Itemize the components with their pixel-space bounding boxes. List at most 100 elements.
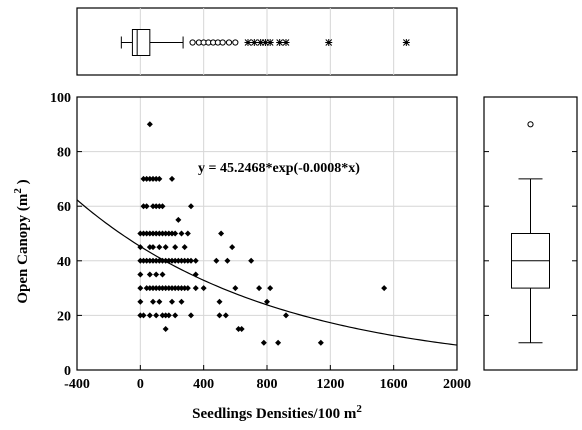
- y-tick-label: 60: [57, 200, 71, 215]
- scatter-point: [181, 257, 188, 264]
- outlier-marker: [189, 39, 196, 46]
- y-tick-label: 20: [57, 309, 71, 324]
- y-tick-label: 100: [50, 91, 71, 106]
- scatter-point: [165, 285, 172, 292]
- scatter-point: [172, 285, 179, 292]
- scatter-point: [143, 285, 150, 292]
- extreme-marker: [257, 39, 265, 46]
- scatter-point: [150, 175, 156, 182]
- extreme-marker: [325, 39, 333, 46]
- scatter-point: [181, 244, 188, 251]
- scatter-point: [264, 298, 270, 305]
- scatter-point: [275, 339, 282, 346]
- extreme-marker: [266, 39, 274, 46]
- scatter-point: [169, 298, 175, 305]
- scatter-point: [256, 285, 263, 292]
- scatter-point: [153, 312, 160, 319]
- outlier-marker: [527, 121, 534, 128]
- right-boxplot-panel: [483, 96, 578, 371]
- scatter-point: [165, 312, 172, 319]
- scatter-point: [156, 203, 163, 210]
- scatter-point: [150, 244, 156, 251]
- scatter-point: [146, 121, 153, 128]
- extreme-marker: [250, 39, 258, 46]
- scatter-point: [143, 175, 150, 182]
- scatter-point: [140, 203, 147, 210]
- scatter-point: [172, 257, 179, 264]
- scatter-point: [140, 312, 147, 319]
- scatter-point: [213, 257, 220, 264]
- scatter-point: [159, 285, 166, 292]
- scatter-point: [192, 257, 199, 264]
- scatter-point: [200, 285, 207, 292]
- extreme-marker: [402, 39, 410, 46]
- scatter-point: [146, 271, 153, 278]
- scatter-point: [156, 230, 163, 237]
- scatter-point: [165, 230, 172, 237]
- scatter-point: [175, 285, 182, 292]
- scatter-point: [143, 257, 150, 264]
- scatter-point: [216, 312, 223, 319]
- scatter-point: [172, 230, 179, 237]
- scatter-point: [150, 203, 156, 210]
- scatter-plot-panel: -400 0 400 800 1200 1600 2000020406080100Seedl…: [12, 91, 471, 422]
- scatter-point: [162, 326, 169, 333]
- scatter-point: [146, 230, 153, 237]
- scatter-point: [156, 298, 163, 305]
- scatter-point: [153, 230, 160, 237]
- scatter-point: [153, 271, 160, 278]
- scatter-point: [153, 285, 160, 292]
- scatter-point: [159, 271, 166, 278]
- scatter-point: [381, 285, 388, 292]
- scatter-point: [235, 326, 242, 333]
- top-boxplot-panel: [76, 7, 458, 76]
- scatter-point: [184, 230, 191, 237]
- scatter-point: [192, 271, 199, 278]
- box-iqr: [131, 29, 151, 56]
- scatter-point: [140, 257, 147, 264]
- scatter-point: [178, 230, 185, 237]
- scatter-point: [137, 244, 144, 251]
- scatter-point: [172, 244, 179, 251]
- scatter-point: [224, 257, 231, 264]
- scatter-point: [178, 285, 185, 292]
- x-tick-label: 400: [193, 377, 214, 392]
- scatter-point: [175, 216, 182, 223]
- scatter-point: [178, 257, 185, 264]
- x-tick-label: 800: [257, 377, 278, 392]
- scatter-point: [159, 312, 166, 319]
- scatter-point: [156, 285, 163, 292]
- scatter-point: [169, 257, 175, 264]
- scatter-point: [175, 257, 182, 264]
- scatter-point: [165, 257, 172, 264]
- y-tick-label: 0: [64, 364, 71, 379]
- x-axis-title: Seedlings Densities/100 m2: [192, 403, 362, 422]
- scatter-point: [156, 244, 163, 251]
- scatter-point: [140, 230, 147, 237]
- scatter-point: [146, 244, 153, 251]
- scatter-point: [153, 203, 160, 210]
- scatter-point: [137, 312, 144, 319]
- scatter-point: [218, 230, 225, 237]
- y-axis-title: Open Canopy (m2 ): [12, 179, 31, 303]
- scatter-point: [188, 257, 194, 264]
- scatter-point: [143, 230, 150, 237]
- scatter-point: [169, 285, 175, 292]
- scatter-point: [150, 230, 156, 237]
- scatter-point: [317, 339, 324, 346]
- y-tick-label: 40: [57, 255, 71, 270]
- scatter-point: [156, 257, 163, 264]
- scatter-point: [146, 175, 153, 182]
- outlier-marker: [219, 39, 226, 46]
- scatter-point: [283, 312, 289, 319]
- scatter-point: [137, 285, 144, 292]
- scatter-point: [146, 257, 153, 264]
- x-tick-label: 1600: [380, 377, 408, 392]
- scatter-point: [188, 203, 194, 210]
- scatter-point: [150, 285, 156, 292]
- scatter-point: [162, 312, 169, 319]
- scatter-point: [169, 230, 175, 237]
- scatter-point: [137, 230, 144, 237]
- scatter-point: [267, 285, 274, 292]
